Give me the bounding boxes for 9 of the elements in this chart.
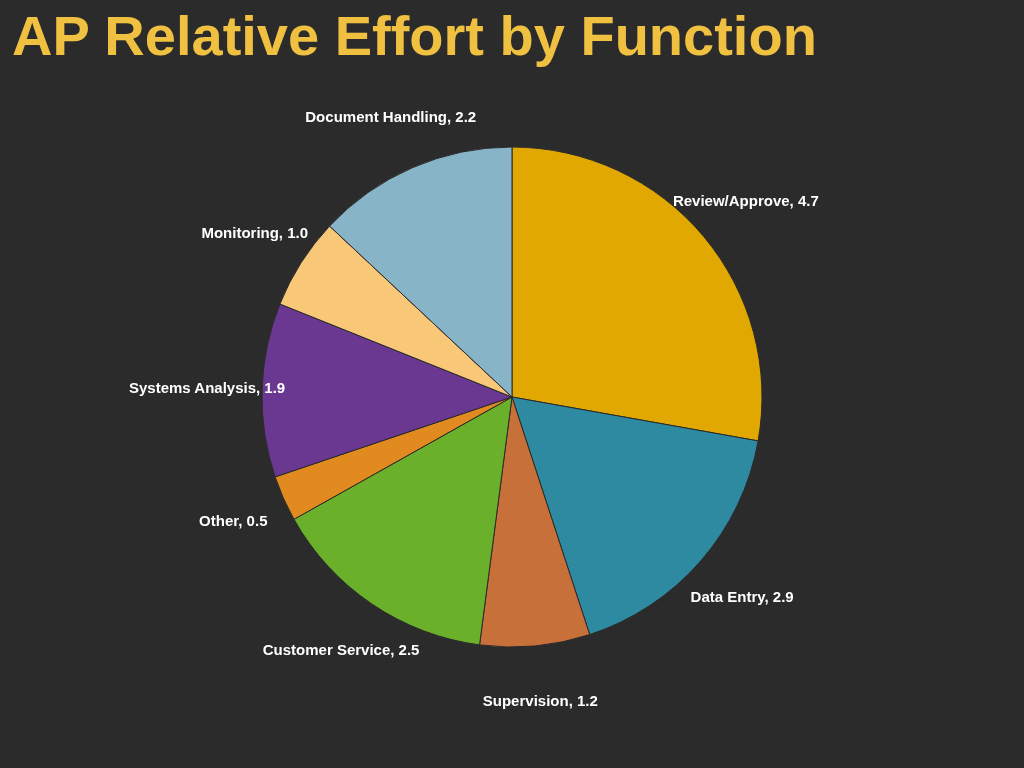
slice-label: Other, 0.5 <box>199 511 268 529</box>
slice-label: Review/Approve, 4.7 <box>672 192 819 210</box>
slice-label: Supervision, 1.2 <box>482 691 598 709</box>
chart-title: AP Relative Effort by Function <box>12 4 817 67</box>
slice-label: Customer Service, 2.5 <box>262 640 420 658</box>
slice-label: Monitoring, 1.0 <box>201 224 309 242</box>
slice-label: Data Entry, 2.9 <box>690 588 794 606</box>
slice-label: Document Handling, 2.2 <box>305 108 477 126</box>
slice-label: Systems Analysis, 1.9 <box>129 379 286 397</box>
